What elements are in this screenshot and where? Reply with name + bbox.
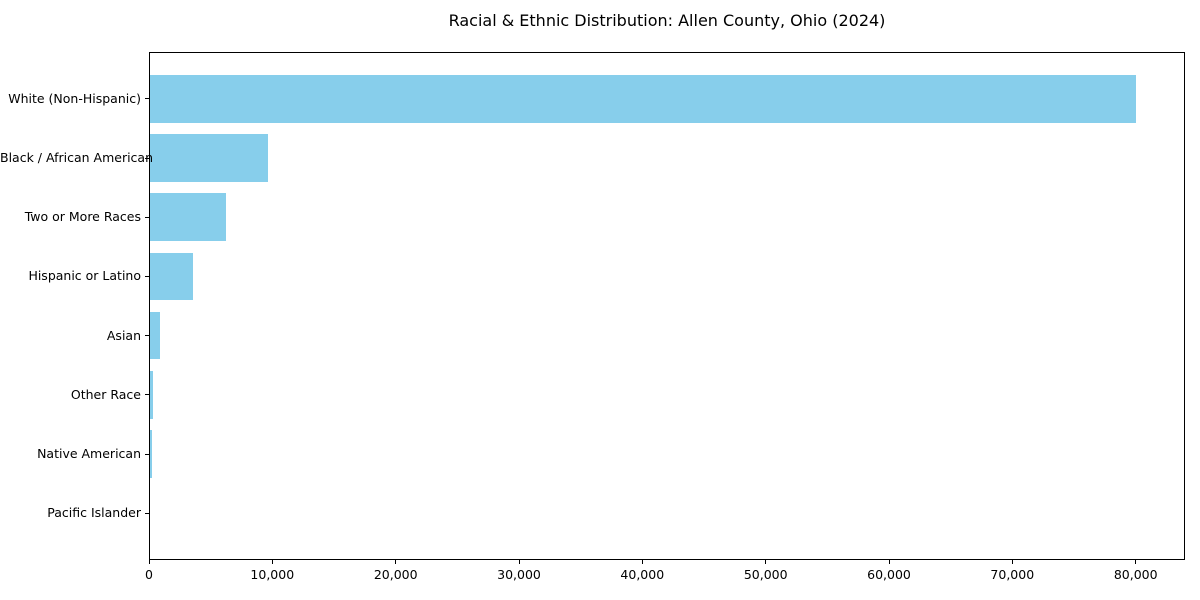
x-axis-tick (888, 560, 890, 564)
bar (149, 252, 194, 301)
x-axis-tick-label: 50,000 (743, 567, 788, 582)
x-axis-tick (765, 560, 767, 564)
bar (149, 134, 268, 182)
y-axis-tick (145, 335, 149, 337)
y-axis-label: Asian (106, 327, 141, 343)
x-axis-tick-label: 0 (145, 567, 153, 582)
y-axis-label: Hispanic or Latino (28, 268, 141, 284)
y-axis-tick (145, 394, 149, 396)
x-axis-tick-label: 40,000 (620, 567, 665, 582)
plot-area (149, 52, 1185, 560)
x-axis-tick (148, 560, 150, 564)
x-axis-tick (271, 560, 273, 564)
x-axis-tick-label: 10,000 (250, 567, 295, 582)
bar (149, 75, 1136, 123)
y-axis-tick (145, 512, 149, 514)
y-axis-tick (145, 453, 149, 455)
y-axis-tick (145, 216, 149, 218)
y-axis-label: Other Race (70, 386, 141, 402)
bar (149, 371, 154, 419)
y-axis-label: White (Non-Hispanic) (8, 90, 141, 106)
x-axis-tick-label: 60,000 (867, 567, 911, 582)
x-axis-tick-label: 80,000 (1113, 567, 1158, 582)
x-axis-tick (641, 560, 643, 564)
x-axis-tick-label: 30,000 (497, 567, 541, 582)
x-axis-tick (1011, 560, 1013, 564)
y-axis-label: Two or More Races (24, 209, 141, 225)
x-axis-tick (1135, 560, 1137, 564)
x-axis-tick-label: 70,000 (990, 567, 1035, 582)
y-axis-tick (145, 98, 149, 100)
y-axis-label: Native American (37, 446, 141, 461)
chart-title: Racial & Ethnic Distribution: Allen Coun… (448, 11, 886, 30)
bar (149, 311, 161, 360)
y-axis-tick (145, 275, 149, 277)
y-axis-label: Pacific Islander (47, 505, 141, 521)
y-axis-label: Black / African American (0, 150, 154, 165)
x-axis-tick-label: 20,000 (373, 567, 418, 582)
y-axis-tick (145, 157, 149, 159)
bar (149, 430, 153, 478)
bar (149, 193, 227, 241)
x-axis-tick (395, 560, 397, 564)
x-axis-tick (518, 560, 520, 564)
